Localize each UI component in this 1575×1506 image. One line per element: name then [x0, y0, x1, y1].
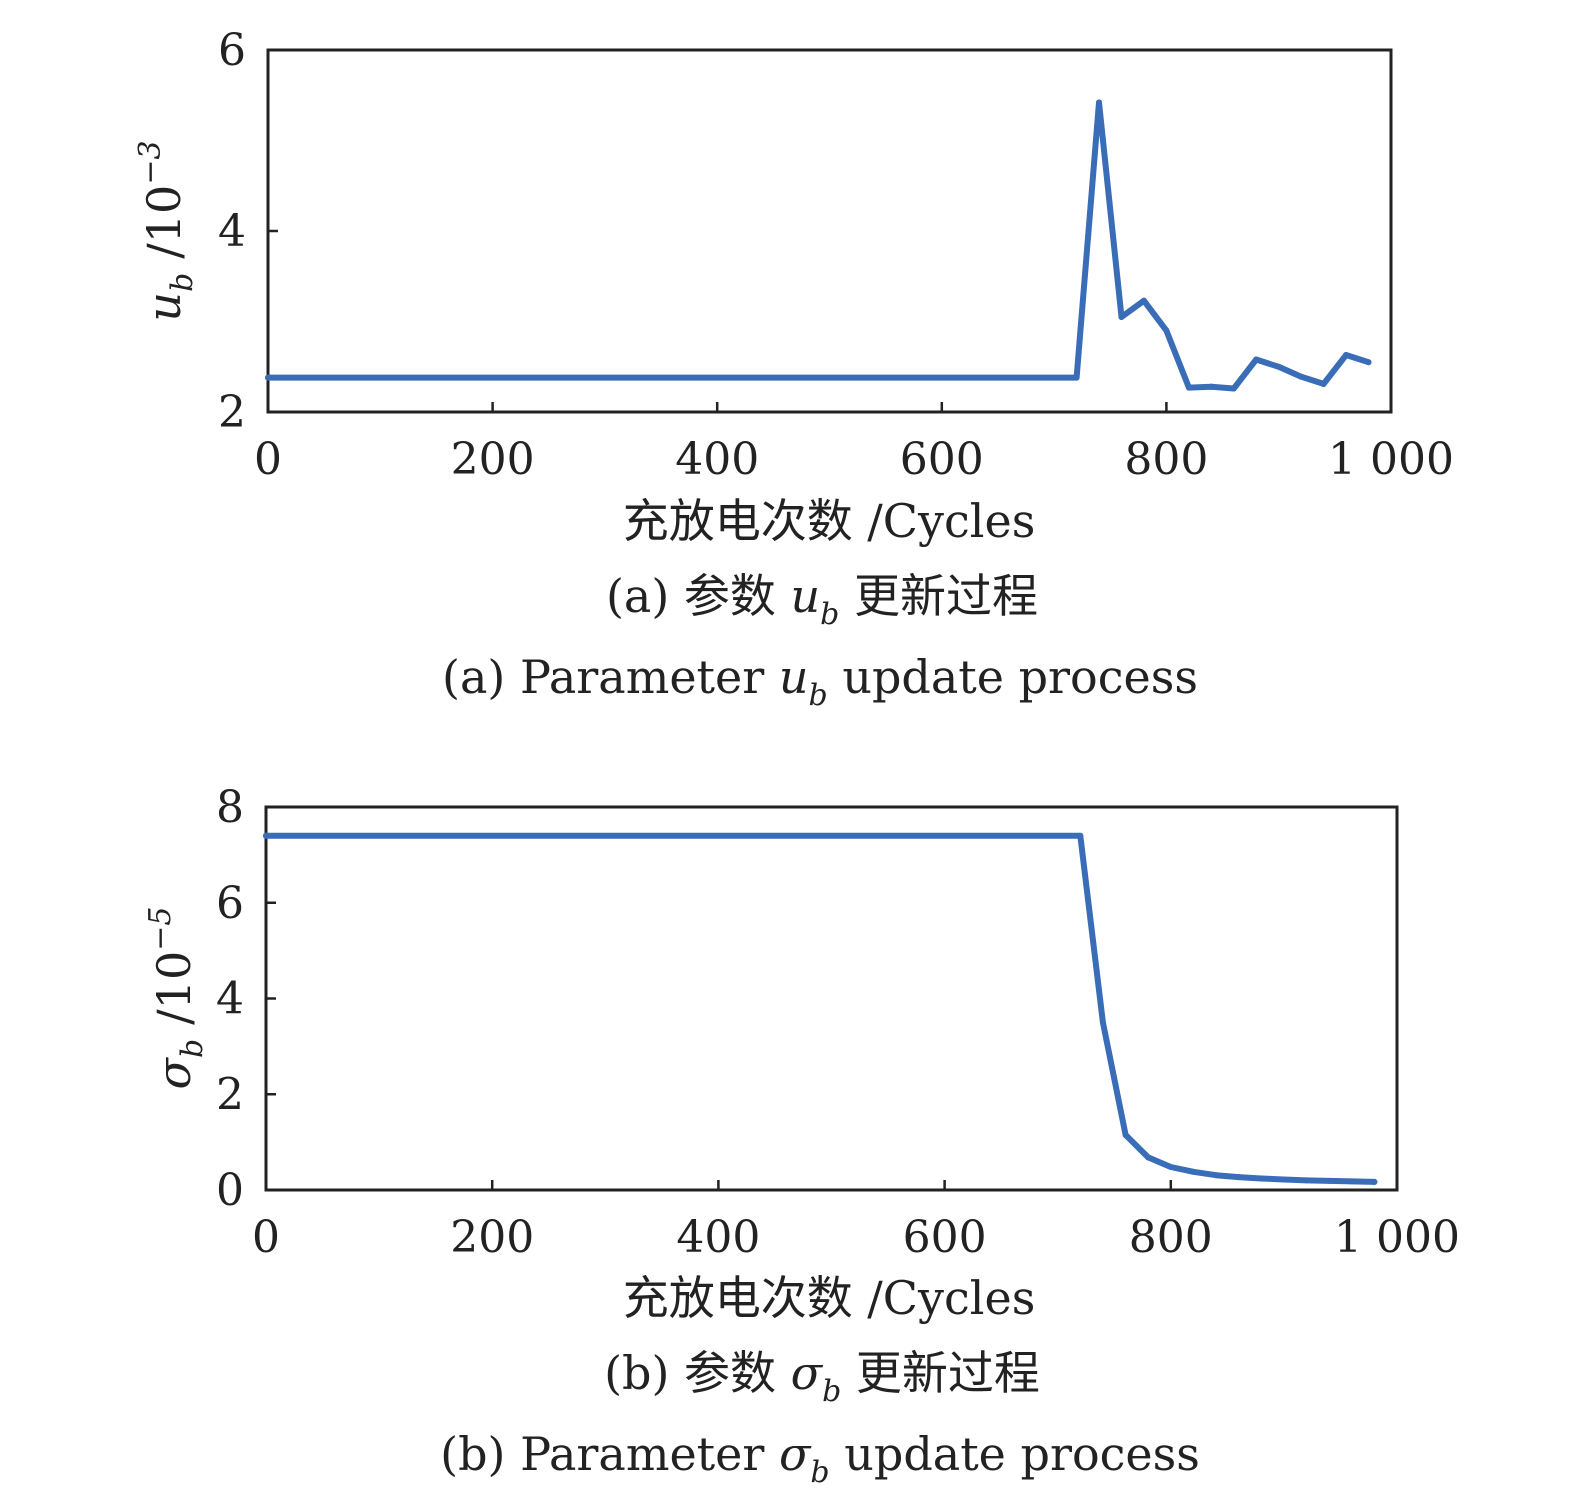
chart-a-data-point [1073, 374, 1080, 381]
chart-b-xtick-label: 200 [450, 1212, 534, 1263]
chart-a-xtick-label: 800 [1124, 434, 1208, 485]
chart-a-caption-cn-subscript: b [820, 597, 839, 632]
chart-a-data-point [265, 374, 271, 381]
chart-b-xtick-label: 0 [252, 1212, 280, 1263]
chart-a-ylabel: ub/10−3 [133, 140, 200, 321]
chart-b-caption-cn-subscript: b [822, 1374, 841, 1409]
chart-b-data-point [1303, 1177, 1310, 1184]
chart-a-data-point [1230, 385, 1237, 392]
chart-b-xtick-label: 400 [676, 1212, 760, 1263]
chart-b-caption-en: (b) Parameter σb update process [440, 1427, 1200, 1490]
chart-a-data-point [1365, 359, 1372, 366]
chart-a-ytick-label: 2 [218, 387, 246, 438]
chart-b-caption-cn-prefix: (b) 参数 [604, 1346, 791, 1400]
chart-b-xtick-label: 1 000 [1334, 1212, 1460, 1263]
chart-a-data-point [1320, 380, 1327, 387]
chart-b-caption-en-suffix: update process [830, 1427, 1200, 1481]
chart-b-data-point [1213, 1172, 1220, 1179]
chart-a-series-line [265, 99, 1372, 392]
chart-b-data-point [1258, 1175, 1265, 1182]
chart-a-ylabel-symbol: u [137, 292, 191, 322]
chart-a-caption-cn-symbol: u [791, 569, 821, 623]
chart-b-data-point [263, 832, 269, 839]
chart-a-ytick-label: 4 [218, 206, 246, 257]
chart-b-data-point [1077, 832, 1084, 839]
chart-b-ylabel-subscript: b [175, 1039, 210, 1058]
svg-text:σb/10−5: σb/10−5 [143, 907, 210, 1090]
chart-b-caption-en-prefix: (b) Parameter [440, 1427, 779, 1481]
chart-b-caption-cn-symbol: σ [791, 1346, 824, 1400]
chart-b-data-point [1348, 1178, 1355, 1185]
chart-b-points [263, 832, 1378, 1185]
chart-a-data-point [1208, 383, 1215, 390]
chart-a-ticks: 0 200 400 600 800 1 000 2 4 6 [218, 25, 1454, 485]
chart-b-series-line [263, 832, 1378, 1185]
chart-b-data-point [1190, 1168, 1197, 1175]
chart-a-ylabel-unit: /10 [137, 185, 191, 259]
chart-a-caption-en-symbol: u [779, 650, 809, 704]
chart-a-caption-cn-prefix: (a) 参数 [606, 569, 791, 623]
chart-a-points [265, 99, 1372, 392]
chart-b-ytick-label: 2 [216, 1069, 244, 1120]
chart-a-data-point [1163, 327, 1170, 334]
chart-a-data-point [1298, 373, 1305, 380]
chart-b-caption-cn-suffix: 更新过程 [841, 1346, 1040, 1400]
chart-a-xtick-label: 200 [451, 434, 535, 485]
chart-b-data-point [1235, 1174, 1242, 1181]
chart-b-ylabel-exponent: −5 [143, 907, 178, 951]
chart-b-ytick-label: 8 [216, 782, 244, 833]
chart-a-ytick-label: 6 [218, 25, 246, 76]
chart-b-caption-cn: (b) 参数 σb 更新过程 [604, 1346, 1040, 1409]
chart-a-caption-en-suffix: update process [828, 650, 1198, 704]
chart-a-xtick-label: 1 000 [1328, 434, 1454, 485]
svg-text:ub/10−3: ub/10−3 [133, 140, 200, 321]
chart-b-data-point [1099, 1019, 1106, 1026]
chart-a-plot-frame [266, 48, 1393, 414]
chart-a-caption-en-subscript: b [809, 678, 828, 713]
chart-a-data-point [1096, 99, 1103, 106]
chart-b-ylabel: σb/10−5 [143, 907, 210, 1090]
chart-a-xlabel: 充放电次数 /Cycles [623, 494, 1036, 548]
chart-b-data-point [1122, 1131, 1129, 1138]
chart-a-xtick-label: 600 [900, 434, 984, 485]
chart-a-caption-en: (a) Parameter ub update process [442, 650, 1198, 713]
chart-a-caption-cn: (a) 参数 ub 更新过程 [606, 569, 1038, 632]
chart-a-data-point [1185, 384, 1192, 391]
chart-a-data-point [1343, 351, 1350, 358]
chart-a-data-point [1140, 297, 1147, 304]
chart-b-ytick-label: 0 [216, 1165, 244, 1216]
chart-b-data-point [1371, 1178, 1378, 1185]
chart-a-caption-en-prefix: (a) Parameter [442, 650, 779, 704]
chart-b-xlabel: 充放电次数 /Cycles [623, 1271, 1036, 1325]
chart-b-plot-frame [264, 805, 1399, 1192]
chart-a-ylabel-subscript: b [165, 273, 200, 292]
chart-b-caption-en-symbol: σ [779, 1427, 812, 1481]
chart-a-data-point [1118, 313, 1125, 320]
chart-a-xtick-label: 0 [254, 434, 282, 485]
chart-a-ylabel-exponent: −3 [133, 140, 168, 184]
chart-b-xtick-label: 600 [903, 1212, 987, 1263]
chart-b-data-point [1326, 1177, 1333, 1184]
chart-b-ytick-label: 6 [216, 878, 244, 929]
chart-b-caption-en-subscript: b [810, 1455, 829, 1490]
chart-b-ticks: 0 200 400 600 800 1 000 0 2 4 6 8 [216, 782, 1460, 1263]
chart-a-xtick-label: 400 [675, 434, 759, 485]
chart-b-data-point [1145, 1154, 1152, 1161]
chart-a-data-point [1275, 363, 1282, 370]
chart-b-ylabel-unit: /10 [147, 951, 201, 1025]
chart-b-data-point [1280, 1176, 1287, 1183]
chart-b-ytick-label: 4 [216, 974, 244, 1025]
chart-a-caption-cn-suffix: 更新过程 [839, 569, 1038, 623]
chart-a-data-point [1253, 356, 1260, 363]
chart-b-xtick-label: 800 [1129, 1212, 1213, 1263]
chart-b-ylabel-symbol: σ [147, 1056, 201, 1089]
chart-b-data-point [1167, 1164, 1174, 1171]
